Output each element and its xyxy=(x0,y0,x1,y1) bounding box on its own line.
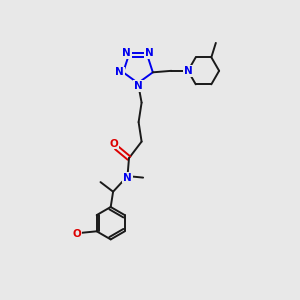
Text: O: O xyxy=(110,139,118,149)
Text: O: O xyxy=(73,229,81,239)
Text: N: N xyxy=(134,81,143,91)
Text: N: N xyxy=(184,66,192,76)
Text: N: N xyxy=(145,48,154,58)
Text: N: N xyxy=(115,67,124,77)
Text: N: N xyxy=(122,48,131,58)
Text: N: N xyxy=(123,172,132,183)
